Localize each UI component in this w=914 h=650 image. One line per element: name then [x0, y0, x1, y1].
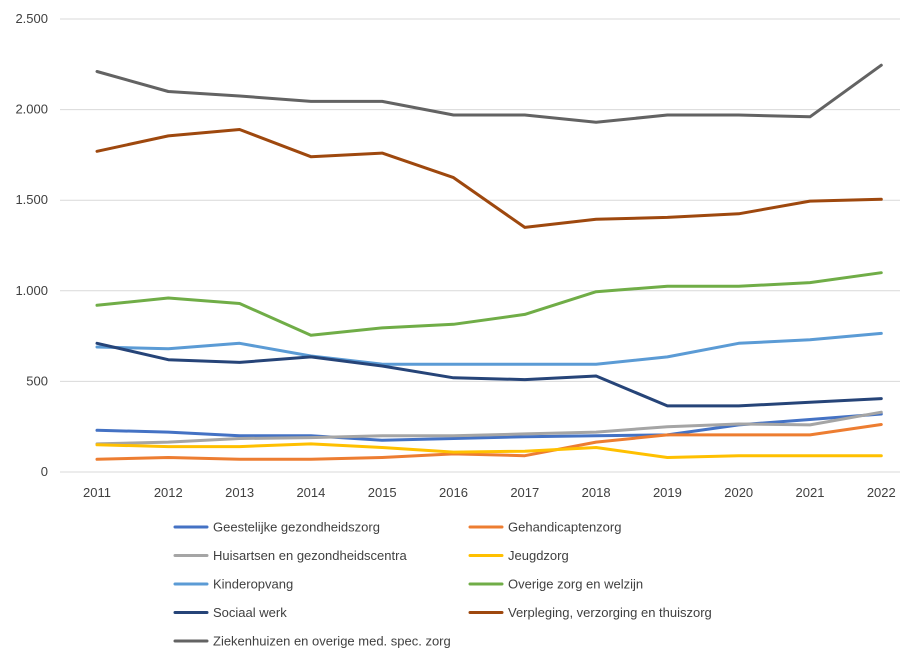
y-tick-label: 2.500 [15, 11, 48, 26]
y-axis-ticks: 0 500 1.000 1.500 2.000 2.500 [15, 11, 48, 479]
x-tick-label: 2020 [724, 485, 753, 500]
legend-item: Jeugdzorg [468, 548, 569, 563]
y-tick-label: 0 [41, 464, 48, 479]
series-line [95, 423, 883, 461]
legend: Geestelijke gezondheidszorg Gehandicapten… [173, 520, 712, 649]
legend-label: Kinderopvang [213, 577, 293, 592]
legend-label: Geestelijke gezondheidszorg [213, 520, 380, 535]
y-tick-label: 1.000 [15, 283, 48, 298]
x-tick-label: 2011 [83, 485, 111, 500]
series-line [95, 128, 883, 229]
x-tick-label: 2019 [653, 485, 682, 500]
legend-label: Ziekenhuizen en overige med. spec. zorg [213, 634, 451, 649]
legend-label: Sociaal werk [213, 605, 287, 620]
x-tick-label: 2015 [368, 485, 397, 500]
gridlines [60, 18, 900, 473]
series-line [95, 410, 883, 446]
series-line [95, 331, 883, 366]
legend-label: Jeugdzorg [508, 548, 569, 563]
series-line [95, 442, 883, 459]
legend-item: Sociaal werk [173, 605, 287, 620]
legend-label: Verpleging, verzorging en thuiszorg [508, 605, 712, 620]
legend-item: Gehandicaptenzorg [468, 520, 621, 535]
series-line [95, 63, 883, 124]
legend-item: Verpleging, verzorging en thuiszorg [468, 605, 712, 620]
legend-item: Kinderopvang [173, 577, 293, 592]
series-line [95, 341, 883, 408]
legend-label: Huisartsen en gezondheidscentra [213, 548, 407, 563]
x-axis-ticks: 2011 2012 2013 2014 2015 2016 2017 2018 2019 2020… [83, 485, 896, 500]
x-tick-label: 2018 [582, 485, 611, 500]
y-tick-label: 2.000 [15, 102, 48, 117]
series-lines [95, 63, 883, 461]
legend-item: Huisartsen en gezondheidscentra [173, 548, 407, 563]
legend-item: Ziekenhuizen en overige med. spec. zorg [173, 634, 451, 649]
legend-item: Overige zorg en welzijn [468, 577, 643, 592]
y-tick-label: 1.500 [15, 192, 48, 207]
x-tick-label: 2013 [225, 485, 254, 500]
legend-item: Geestelijke gezondheidszorg [173, 520, 380, 535]
x-tick-label: 2017 [510, 485, 539, 500]
x-tick-label: 2014 [296, 485, 325, 500]
x-tick-label: 2022 [867, 485, 896, 500]
x-tick-label: 2021 [796, 485, 825, 500]
x-tick-label: 2016 [439, 485, 468, 500]
legend-label: Overige zorg en welzijn [508, 577, 643, 592]
y-tick-label: 500 [26, 373, 48, 388]
legend-label: Gehandicaptenzorg [508, 520, 621, 535]
series-line [95, 271, 883, 337]
x-tick-label: 2012 [154, 485, 183, 500]
